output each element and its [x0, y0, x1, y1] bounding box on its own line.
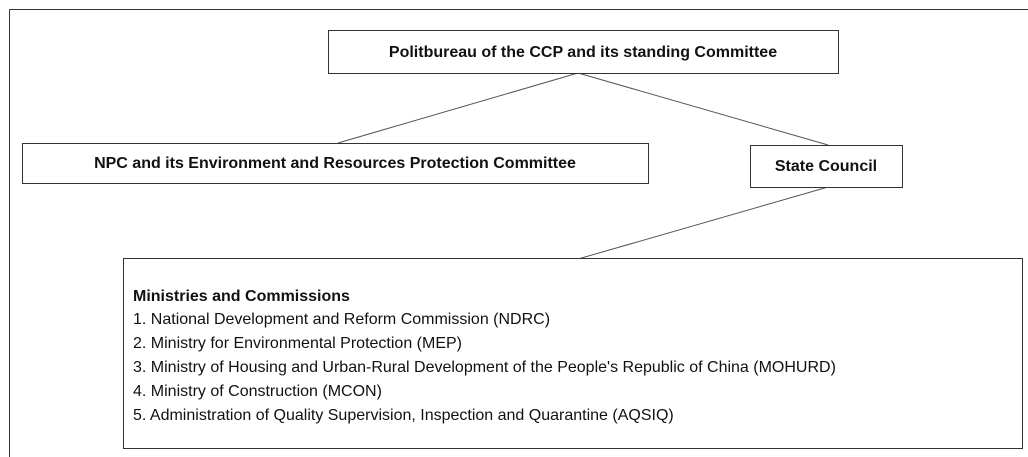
node-label: Politbureau of the CCP and its standing … [389, 44, 777, 61]
connector [577, 72, 829, 146]
connector [337, 72, 579, 144]
node-box [750, 145, 903, 188]
ministries-title: Ministries and Commissions [133, 288, 350, 305]
node-label: State Council [775, 158, 877, 175]
node-box [328, 30, 839, 74]
ministry-item: 3. Ministry of Housing and Urban-Rural D… [133, 359, 836, 376]
node-box [22, 143, 649, 184]
connector [577, 186, 829, 260]
ministries-box [123, 258, 1023, 449]
node-label: NPC and its Environment and Resources Pr… [94, 155, 576, 172]
ministry-item: 5. Administration of Quality Supervision… [133, 407, 674, 424]
ministry-item: 1. National Development and Reform Commi… [133, 311, 550, 328]
ministry-item: 2. Ministry for Environmental Protection… [133, 335, 462, 352]
ministry-item: 4. Ministry of Construction (MCON) [133, 383, 382, 400]
